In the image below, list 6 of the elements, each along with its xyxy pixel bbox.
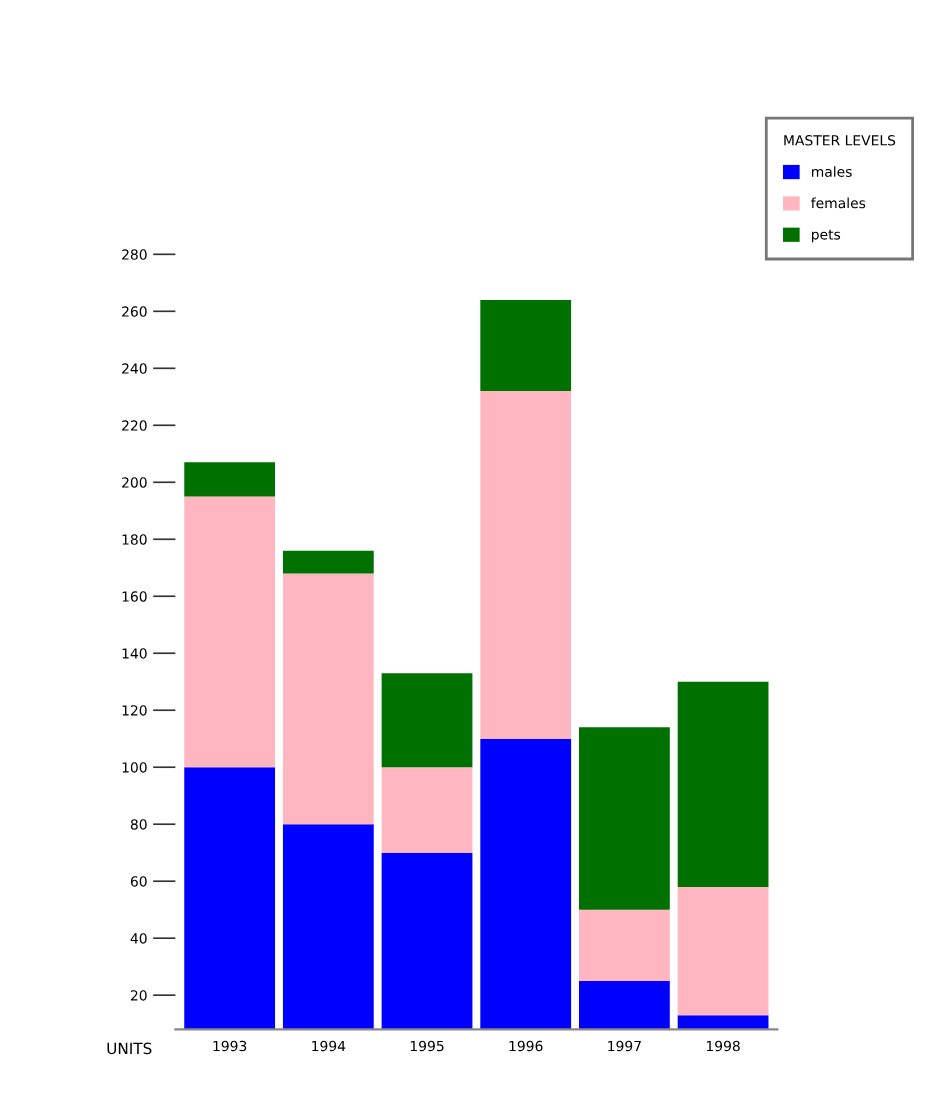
bar — [677, 681, 769, 887]
bar — [282, 550, 374, 574]
bar — [579, 727, 670, 910]
bar — [184, 462, 276, 497]
bar — [381, 673, 473, 768]
bar — [480, 299, 572, 392]
